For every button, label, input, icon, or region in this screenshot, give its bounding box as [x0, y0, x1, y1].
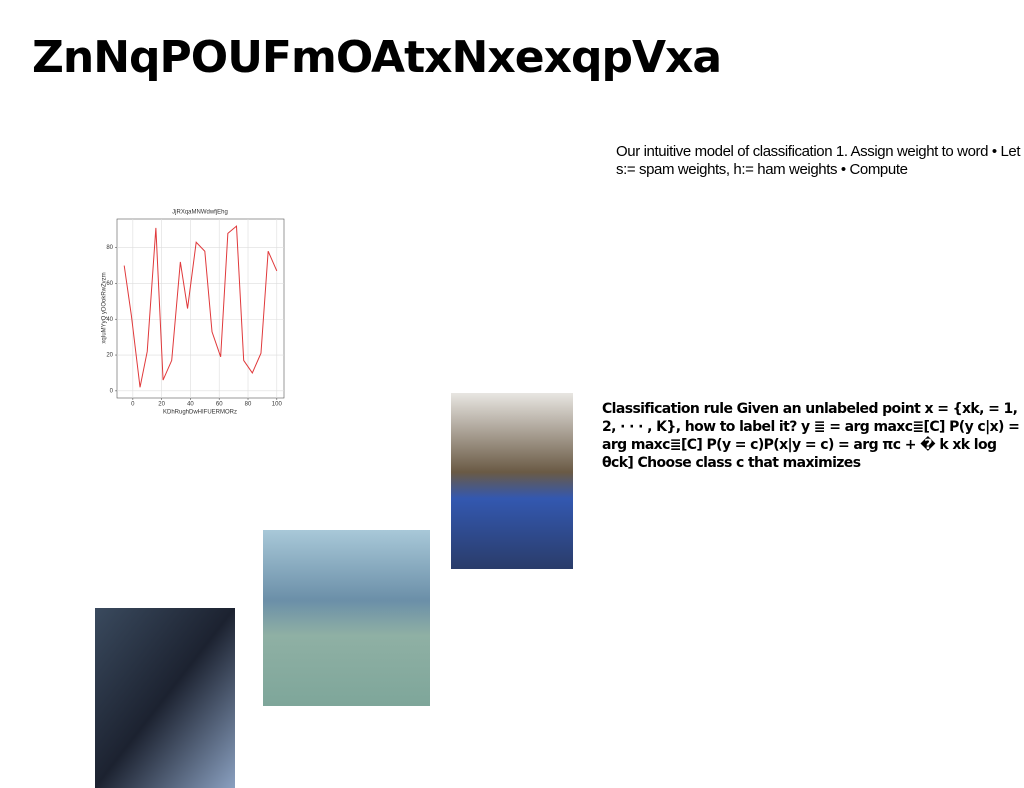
y-tick-label: 20 [106, 353, 113, 359]
chart-title: JjRXqaMNWdwfjEhg [172, 210, 228, 216]
paragraph: Our intuitive model of classification 1.… [616, 143, 1021, 178]
photo [451, 393, 573, 569]
photo [95, 608, 235, 788]
y-tick-label: 60 [106, 281, 113, 287]
paragraph: Classification rule Given an unlabeled p… [602, 401, 1020, 471]
plot-area [116, 218, 285, 399]
y-tick-label: 0 [110, 388, 114, 394]
x-axis-label: KDhRughDwHIFUERMORz [163, 410, 237, 416]
x-tick-label: 20 [158, 402, 165, 408]
x-tick-label: 60 [216, 402, 223, 408]
y-tick-label: 40 [106, 317, 113, 323]
x-tick-label: 100 [272, 402, 283, 408]
x-tick-label: 80 [245, 402, 252, 408]
y-axis-label: xqIuMYyQ yDOokRwZvzm [102, 272, 108, 343]
slide-title: ZnNqPOUFmOAtxNxexqpVxa [32, 32, 722, 83]
x-tick-label: 40 [187, 402, 194, 408]
photo [263, 530, 430, 706]
y-tick-label: 80 [106, 245, 113, 251]
line [123, 225, 278, 388]
x-tick-label: 0 [131, 402, 135, 408]
